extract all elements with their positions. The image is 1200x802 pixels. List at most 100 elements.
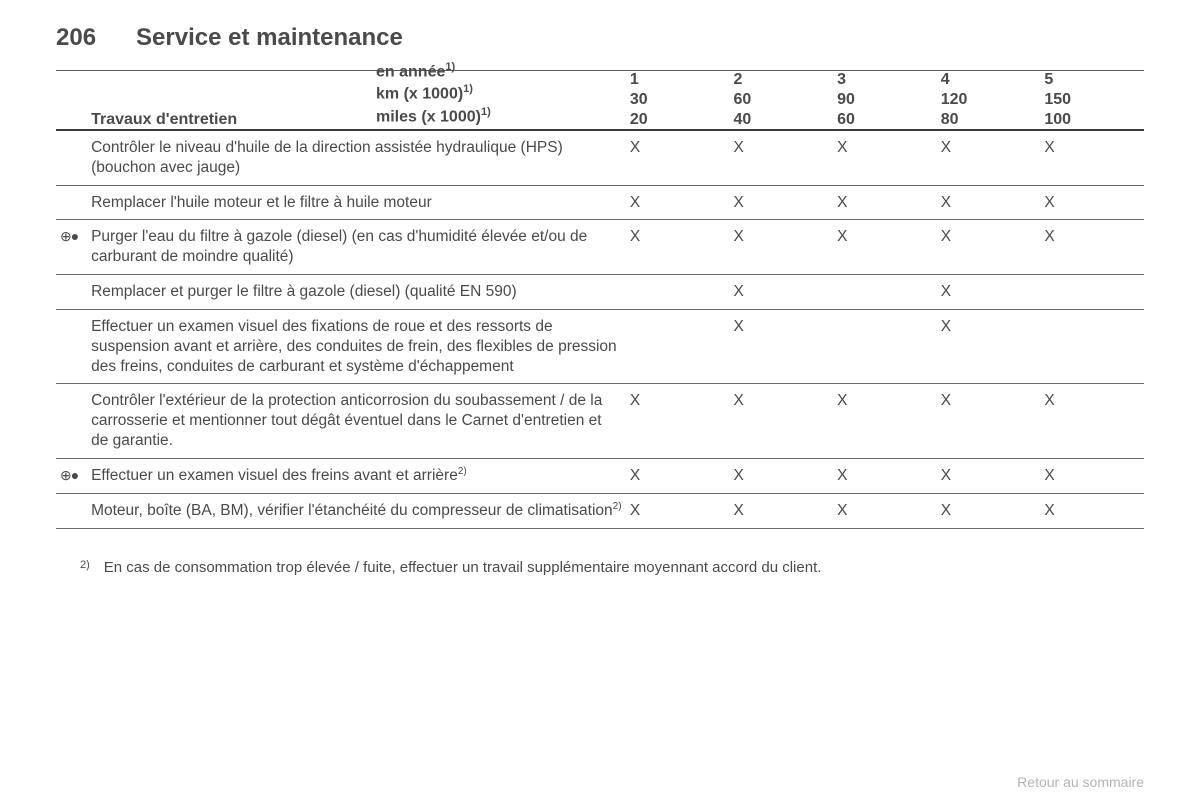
interval-cell: X: [833, 131, 937, 185]
page: 206 Service et maintenance Travaux d'ent…: [0, 0, 1200, 802]
row-marker-icon: [56, 275, 87, 310]
interval-cell: [1040, 275, 1144, 310]
maintenance-table: Travaux d'entretien 1 30 20 2 60 40: [56, 71, 1144, 129]
row-description: Remplacer l'huile moteur et le filtre à …: [87, 185, 626, 220]
header-units-stack: en année1) km (x 1000)1) miles (x 1000)1…: [376, 61, 491, 126]
unit-km: km (x 1000)1): [376, 83, 491, 103]
row-description: Effectuer un examen visuel des freins av…: [87, 458, 626, 493]
int-3-miles: 60: [837, 111, 933, 129]
header-interval-1: 1 30 20: [626, 71, 730, 129]
interval-cell: X: [937, 220, 1041, 275]
unit-miles: miles (x 1000)1): [376, 106, 491, 126]
interval-cell: X: [730, 309, 834, 383]
table-row: Effectuer un examen visuel des fixations…: [56, 309, 1144, 383]
interval-cell: X: [1040, 131, 1144, 185]
interval-cell: X: [626, 131, 730, 185]
maintenance-body: Contrôler le niveau d'huile de la direct…: [56, 131, 1144, 529]
row-marker-icon: [56, 131, 87, 185]
row-marker-icon: [56, 185, 87, 220]
row-description: Effectuer un examen visuel des fixations…: [87, 309, 626, 383]
row-marker-icon: [56, 493, 87, 528]
interval-cell: X: [626, 185, 730, 220]
interval-cell: X: [730, 384, 834, 458]
footnote: 2) En cas de consommation trop élevée / …: [56, 559, 1144, 576]
row-description: Purger l'eau du filtre à gazole (diesel)…: [87, 220, 626, 275]
interval-cell: [626, 275, 730, 310]
interval-cell: [833, 275, 937, 310]
int-3-km: 90: [837, 91, 933, 109]
interval-cell: X: [937, 493, 1041, 528]
row-description: Contrôler l'extérieur de la protection a…: [87, 384, 626, 458]
interval-cell: X: [730, 275, 834, 310]
interval-cell: X: [1040, 220, 1144, 275]
interval-cell: X: [937, 384, 1041, 458]
header-labels-cell: Travaux d'entretien: [87, 71, 626, 129]
interval-cell: X: [730, 458, 834, 493]
interval-cell: X: [833, 493, 937, 528]
page-number: 206: [56, 24, 96, 52]
table-row: Moteur, boîte (BA, BM), vérifier l'étanc…: [56, 493, 1144, 528]
row-marker-icon: [56, 309, 87, 383]
footnote-ref: 2): [80, 559, 90, 576]
row-marker-icon: ⊕●: [56, 458, 87, 493]
header-interval-3: 3 90 60: [833, 71, 937, 129]
header-interval-2: 2 60 40: [730, 71, 834, 129]
interval-cell: X: [626, 458, 730, 493]
int-1-miles: 20: [630, 111, 726, 129]
interval-cell: [833, 309, 937, 383]
int-3-year: 3: [837, 71, 933, 89]
table-row: ⊕●Effectuer un examen visuel des freins …: [56, 458, 1144, 493]
interval-cell: X: [937, 275, 1041, 310]
int-2-miles: 40: [734, 111, 830, 129]
interval-cell: [626, 309, 730, 383]
interval-cell: X: [1040, 493, 1144, 528]
interval-cell: [1040, 309, 1144, 383]
page-header: 206 Service et maintenance: [56, 24, 1144, 52]
int-5-km: 150: [1044, 91, 1140, 109]
table-row: Remplacer et purger le filtre à gazole (…: [56, 275, 1144, 310]
row-marker-icon: ⊕●: [56, 220, 87, 275]
row-description: Remplacer et purger le filtre à gazole (…: [87, 275, 626, 310]
interval-cell: X: [626, 384, 730, 458]
interval-cell: X: [730, 493, 834, 528]
interval-cell: X: [730, 131, 834, 185]
header-interval-5: 5 150 100: [1040, 71, 1144, 129]
int-5-year: 5: [1044, 71, 1140, 89]
interval-cell: X: [937, 131, 1041, 185]
int-1-year: 1: [630, 71, 726, 89]
interval-cell: X: [833, 458, 937, 493]
work-label: Travaux d'entretien: [91, 111, 237, 129]
interval-cell: X: [937, 458, 1041, 493]
header-markers-cell: [56, 71, 87, 129]
page-title: Service et maintenance: [136, 24, 403, 52]
interval-cell: X: [833, 185, 937, 220]
interval-cell: X: [937, 185, 1041, 220]
table-row: ⊕●Purger l'eau du filtre à gazole (diese…: [56, 220, 1144, 275]
interval-cell: X: [1040, 458, 1144, 493]
row-marker-icon: [56, 384, 87, 458]
int-2-year: 2: [734, 71, 830, 89]
interval-cell: X: [833, 220, 937, 275]
int-1-km: 30: [630, 91, 726, 109]
table-row: Contrôler le niveau d'huile de la direct…: [56, 131, 1144, 185]
interval-cell: X: [833, 384, 937, 458]
int-4-year: 4: [941, 71, 1037, 89]
table-row: Contrôler l'extérieur de la protection a…: [56, 384, 1144, 458]
interval-cell: X: [626, 220, 730, 275]
interval-cell: X: [626, 493, 730, 528]
interval-cell: X: [730, 220, 834, 275]
header-interval-4: 4 120 80: [937, 71, 1041, 129]
int-4-miles: 80: [941, 111, 1037, 129]
interval-cell: X: [1040, 185, 1144, 220]
return-to-contents-link[interactable]: Retour au sommaire: [1017, 774, 1144, 790]
row-description: Moteur, boîte (BA, BM), vérifier l'étanc…: [87, 493, 626, 528]
footnote-text: En cas de consommation trop élevée / fui…: [104, 559, 822, 576]
int-5-miles: 100: [1044, 111, 1140, 129]
int-4-km: 120: [941, 91, 1037, 109]
interval-cell: X: [1040, 384, 1144, 458]
unit-year: en année1): [376, 61, 491, 81]
int-2-km: 60: [734, 91, 830, 109]
interval-cell: X: [937, 309, 1041, 383]
row-description: Contrôler le niveau d'huile de la direct…: [87, 131, 626, 185]
table-row: Remplacer l'huile moteur et le filtre à …: [56, 185, 1144, 220]
